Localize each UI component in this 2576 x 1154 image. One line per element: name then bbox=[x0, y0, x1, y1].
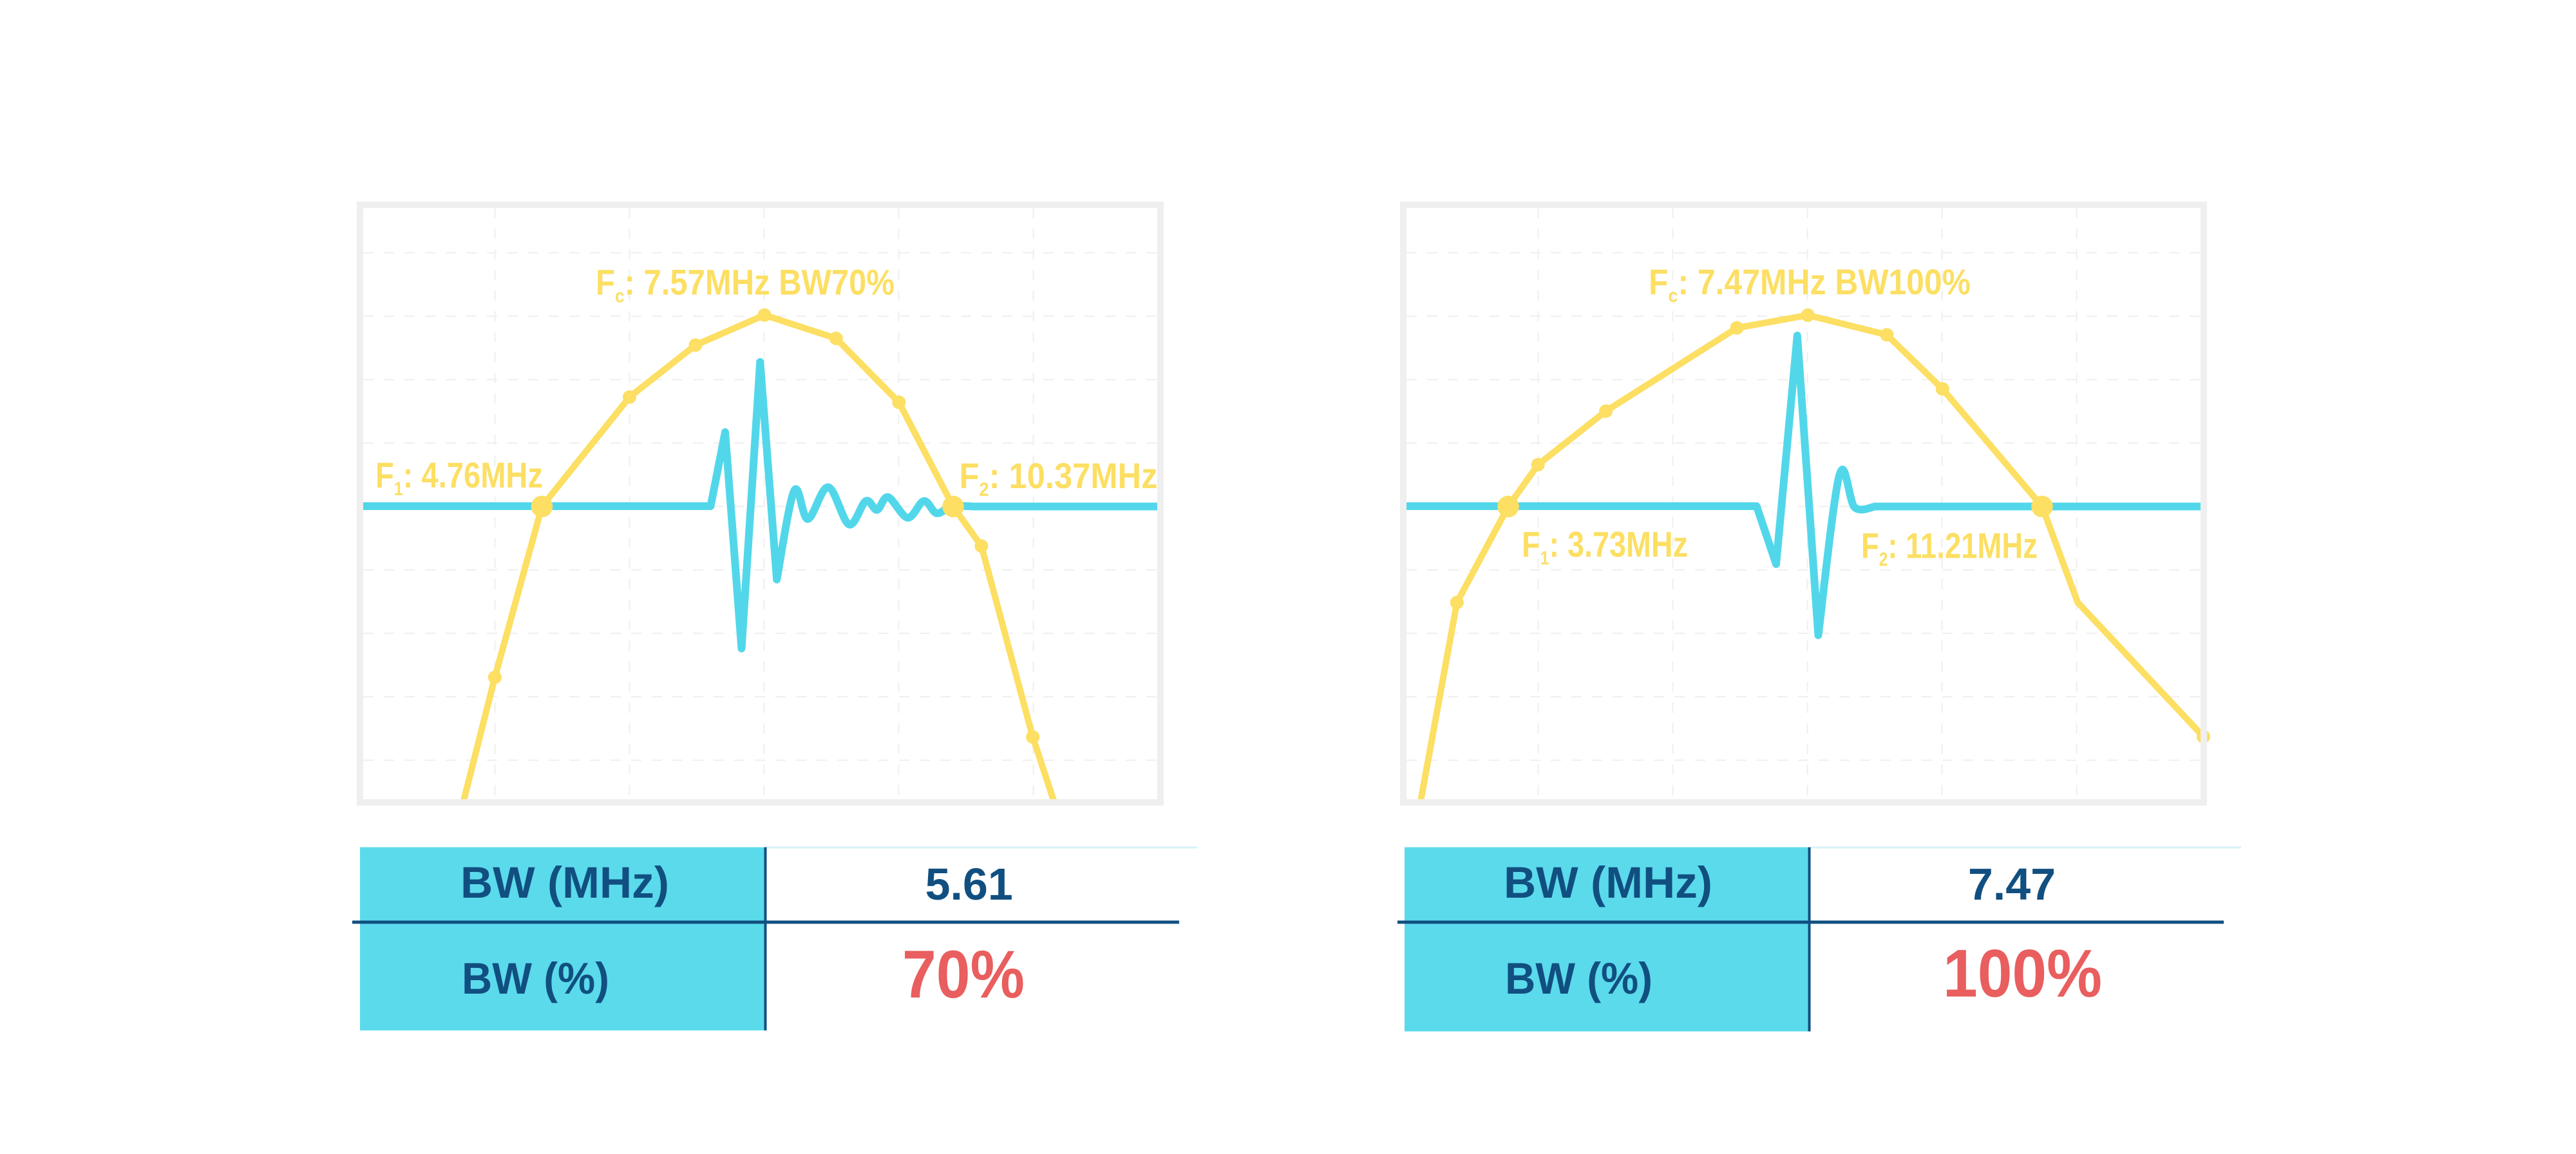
svg-text:5.61: 5.61 bbox=[925, 859, 1013, 909]
svg-text:Fc: 7.47MHz BW100%: Fc: 7.47MHz BW100% bbox=[1649, 261, 1971, 307]
svg-text:F1: 3.73MHz: F1: 3.73MHz bbox=[1522, 524, 1688, 569]
svg-text:Fc: 7.57MHz BW70%: Fc: 7.57MHz BW70% bbox=[596, 261, 895, 307]
svg-text:F1: 4.76MHz: F1: 4.76MHz bbox=[375, 455, 543, 500]
svg-text:BW (%): BW (%) bbox=[1505, 954, 1653, 1003]
svg-text:F2: 10.37MHz: F2: 10.37MHz bbox=[960, 455, 1158, 500]
svg-text:BW (%): BW (%) bbox=[462, 954, 609, 1003]
svg-text:7.47: 7.47 bbox=[1968, 859, 2056, 909]
svg-text:100%: 100% bbox=[1943, 936, 2102, 1012]
svg-text:BW (MHz): BW (MHz) bbox=[460, 858, 669, 907]
svg-text:BW (MHz): BW (MHz) bbox=[1504, 858, 1712, 907]
svg-text:70%: 70% bbox=[902, 937, 1025, 1012]
svg-text:F2: 11.21MHz: F2: 11.21MHz bbox=[1861, 525, 2038, 571]
